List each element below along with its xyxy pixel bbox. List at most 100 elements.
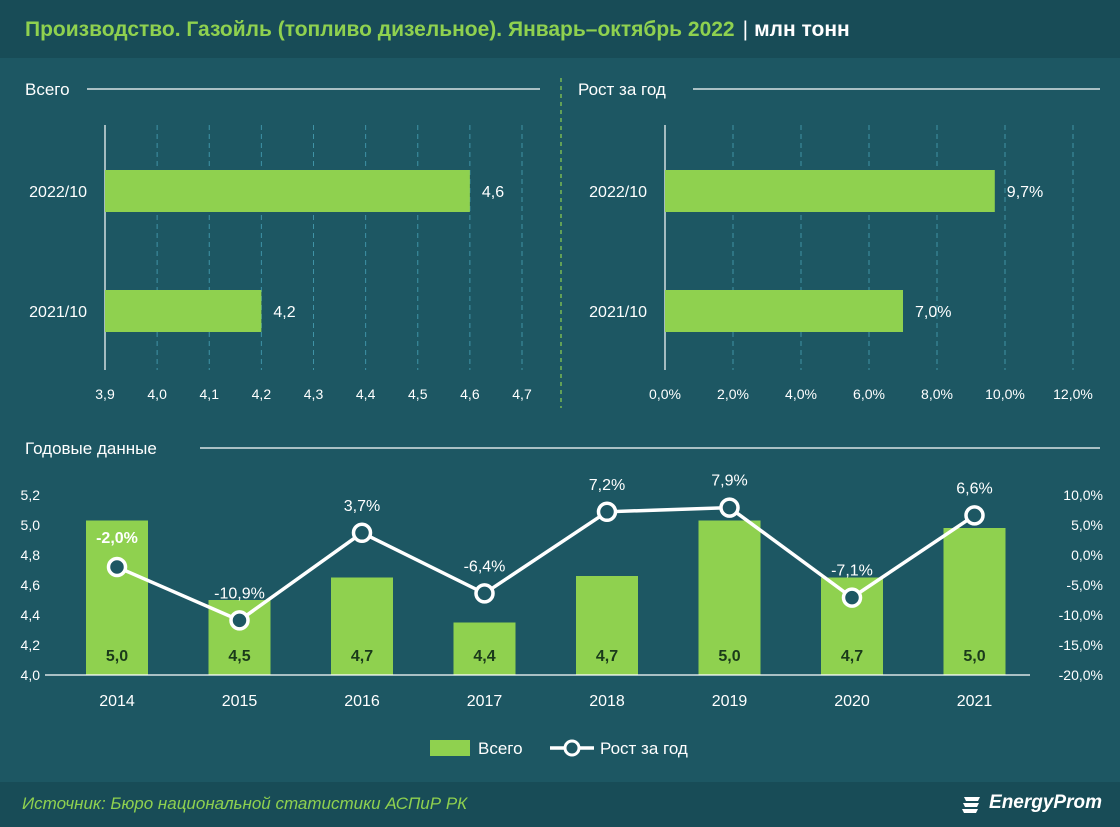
left-y-tick: 5,0: [21, 517, 41, 533]
annual-bar: [698, 520, 761, 675]
total-panel-x-tick: 4,4: [356, 386, 376, 402]
right-y-tick: -15,0%: [1059, 637, 1103, 653]
growth-line: [116, 505, 976, 623]
annual-bar-value-label: 5,0: [963, 648, 985, 665]
total-panel-x-tick: 3,9: [95, 386, 115, 402]
units-label: млн тонн: [754, 18, 850, 41]
title-separator: |: [742, 18, 749, 41]
annual-bar-value-label: 4,7: [841, 648, 863, 665]
annual-bar-value-label: 5,0: [718, 648, 740, 665]
chart-title: Производство. Газойль (топливо дизельное…: [25, 18, 850, 42]
annual-bar-value-label: 4,7: [351, 648, 373, 665]
right-y-tick: 0,0%: [1071, 547, 1103, 563]
right-y-tick: -10,0%: [1059, 607, 1103, 623]
left-y-tick: 4,8: [21, 547, 41, 563]
annual-x-tick: 2014: [99, 693, 135, 710]
annual-bar-value-label: 4,7: [596, 648, 618, 665]
growth-point: [106, 556, 128, 578]
brand-icon: [962, 797, 981, 813]
total-panel-value-label: 4,2: [273, 304, 295, 321]
growth-panel-x-tick: 8,0%: [921, 386, 953, 402]
growth-point-label: -6,4%: [464, 558, 506, 575]
total-panel-category-label: 2022/10: [29, 184, 87, 201]
annual-bar: [453, 622, 516, 675]
growth-panel-bar: [665, 170, 995, 212]
growth-point-label: 7,9%: [711, 473, 747, 490]
right-y-tick: -5,0%: [1066, 577, 1103, 593]
growth-panel-x-tick: 6,0%: [853, 386, 885, 402]
left-y-tick: 5,2: [21, 487, 41, 503]
total-panel-x-tick: 4,6: [460, 386, 480, 402]
growth-panel-value-label: 7,0%: [915, 304, 951, 321]
right-y-tick: 5,0%: [1071, 517, 1103, 533]
total-panel-category-label: 2021/10: [29, 304, 87, 321]
growth-panel-bar: [665, 290, 903, 332]
annual-x-tick: 2021: [957, 693, 993, 710]
total-panel-x-tick: 4,5: [408, 386, 428, 402]
total-panel-bar: [105, 290, 262, 332]
growth-panel-x-tick: 0,0%: [649, 386, 681, 402]
growth-point-label: -7,1%: [831, 563, 873, 580]
annual-bar: [331, 577, 393, 675]
growth-panel-x-tick: 12,0%: [1053, 386, 1093, 402]
annual-x-tick: 2017: [467, 693, 503, 710]
left-y-tick: 4,2: [21, 637, 41, 653]
growth-point: [351, 522, 373, 544]
total-panel-bar: [105, 170, 470, 212]
legend-bar-label: Всего: [478, 739, 523, 758]
growth-panel-x-tick: 10,0%: [985, 386, 1025, 402]
growth-point: [474, 583, 495, 604]
annual-x-tick: 2020: [834, 693, 870, 710]
total-panel-x-tick: 4,3: [304, 386, 324, 402]
footer: Источник: Бюро национальной статистики А…: [0, 782, 1120, 827]
total-panel-x-tick: 4,0: [147, 386, 167, 402]
annual-bar: [943, 528, 1006, 675]
growth-panel-title: Рост за год: [578, 80, 666, 99]
title-bar: Производство. Газойль (топливо дизельное…: [0, 0, 1120, 58]
annual-bar: [576, 576, 638, 675]
growth-point: [596, 501, 618, 523]
growth-point: [229, 610, 250, 631]
left-y-tick: 4,4: [21, 607, 41, 623]
annual-x-tick: 2015: [222, 693, 258, 710]
annual-x-tick: 2018: [589, 693, 625, 710]
growth-point-label: 6,6%: [956, 480, 992, 497]
total-panel-title: Всего: [25, 80, 70, 99]
charts-canvas: Всего 3,9 4,0 4,1 4,2 4,3 4,4 4,5 4,6 4,7 2022/10 4…: [21, 78, 1103, 758]
brand-name: EnergyProm: [989, 792, 1102, 813]
left-y-tick: 4,6: [21, 577, 41, 593]
total-panel-x-tick: 4,1: [200, 386, 220, 402]
total-panel-x-tick: 4,2: [252, 386, 272, 402]
annual-title: Годовые данные: [25, 439, 157, 458]
legend-line-marker: [563, 739, 581, 757]
annual-bar-value-label: 4,5: [228, 648, 250, 665]
legend-bar-swatch: [430, 740, 470, 756]
annual-bar-value-label: 5,0: [106, 648, 128, 665]
annual-x-tick: 2016: [344, 693, 380, 710]
growth-point: [964, 505, 985, 526]
growth-panel-value-label: 9,7%: [1007, 184, 1043, 201]
growth-point-label: -2,0%: [96, 530, 138, 547]
growth-panel-category-label: 2021/10: [589, 304, 647, 321]
title-text: Производство. Газойль (топливо дизельное…: [25, 18, 735, 41]
growth-point-label: -10,9%: [214, 585, 265, 602]
growth-panel-x-tick: 4,0%: [785, 386, 817, 402]
annual-bar-value-label: 4,4: [473, 648, 495, 665]
total-panel-value-label: 4,6: [482, 184, 504, 201]
growth-point-label: 7,2%: [589, 477, 625, 494]
annual-bar: [86, 520, 148, 675]
source-note: Источник: Бюро национальной статистики А…: [22, 794, 468, 813]
left-y-tick: 4,0: [21, 667, 41, 683]
right-y-tick: 10,0%: [1063, 487, 1103, 503]
right-y-tick: -20,0%: [1059, 667, 1103, 683]
annual-x-tick: 2019: [712, 693, 748, 710]
growth-point-label: 3,7%: [344, 498, 380, 515]
legend-line-label: Рост за год: [600, 739, 688, 758]
growth-point: [719, 497, 740, 518]
growth-panel-x-tick: 2,0%: [717, 386, 749, 402]
brand-logo: EnergyProm: [961, 792, 1102, 814]
total-panel-x-tick: 4,7: [512, 386, 532, 402]
growth-point: [841, 587, 863, 608]
growth-panel-category-label: 2022/10: [589, 184, 647, 201]
